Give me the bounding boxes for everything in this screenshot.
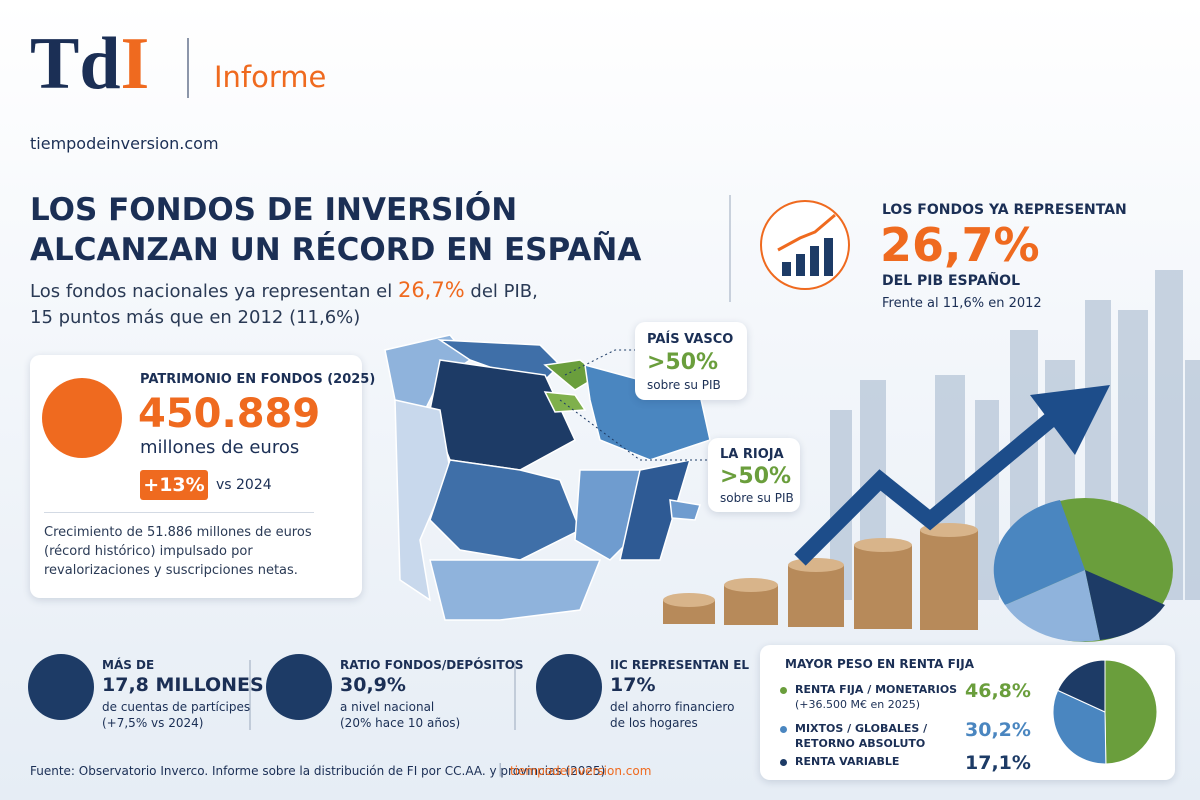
coin-stacks: [663, 523, 978, 630]
subtitle-text: del PIB,: [464, 281, 538, 302]
stat-value: 17%: [610, 674, 656, 696]
callout-value: >50%: [647, 350, 719, 375]
assets-badge-note: vs 2024: [216, 477, 272, 493]
stat-note: (+7,5% vs 2024): [102, 716, 204, 730]
highlight-note: Frente al 11,6% en 2012: [882, 296, 1042, 311]
item-name: MIXTOS / GLOBALES /: [795, 722, 928, 735]
callout-region: PAÍS VASCO: [647, 332, 734, 347]
growth-arrow: [777, 213, 836, 252]
subtitle-text: Los fondos nacionales ya representan el: [30, 281, 398, 302]
subtitle: Los fondos nacionales ya representan el …: [30, 277, 538, 331]
item-value: 30,2%: [965, 719, 1031, 741]
stat-note: (20% hace 10 años): [340, 716, 461, 730]
assets-card: PATRIMONIO EN FONDOS (2025) 450.889 mill…: [30, 355, 375, 598]
description-line: Crecimiento de 51.886 millones de euros: [44, 525, 312, 540]
coins-icon: [42, 378, 122, 458]
item-name: RENTA FIJA / MONETARIOS: [795, 683, 958, 696]
title-line: LOS FONDOS DE INVERSIÓN: [30, 192, 518, 228]
highlight-value: 26,7%: [880, 218, 1040, 272]
people-icon: [28, 654, 94, 720]
highlight-unit: DEL PIB ESPAÑOL: [882, 273, 1020, 289]
callout-value: >50%: [720, 464, 792, 489]
stat-note: de cuentas de partícipes: [102, 700, 251, 714]
stat-value: 17,8 MILLONES: [102, 674, 264, 696]
item-name: RENTA VARIABLE: [795, 755, 900, 768]
subtitle-text: 15 puntos más que en 2012 (11,6%): [30, 307, 361, 328]
assets-label: PATRIMONIO EN FONDOS (2025): [140, 372, 376, 387]
stat-note: de los hogares: [610, 716, 698, 730]
logo: TdI: [30, 22, 149, 107]
callout-lines: [559, 349, 708, 461]
breakdown-card: MAYOR PESO EN RENTA FIJA RENTA FIJA / MO…: [760, 645, 1175, 780]
callout: LA RIOJA >50% sobre su PIB: [708, 438, 800, 512]
callout-note: sobre su PIB: [647, 378, 721, 392]
assets-value: 450.889: [138, 391, 321, 437]
item-name: RETORNO ABSOLUTO: [795, 737, 926, 750]
document-icon: [536, 654, 602, 720]
pie-slice: [1057, 659, 1106, 713]
arrow-head: [1030, 385, 1110, 455]
item-note: (+36.500 M€ en 2025): [795, 698, 921, 711]
bank-icon: [266, 654, 332, 720]
legend-dot: [780, 687, 787, 694]
highlight-label: LOS FONDOS YA REPRESENTAN: [882, 202, 1127, 218]
assets-unit: millones de euros: [140, 437, 300, 458]
logo-accent: I: [120, 23, 150, 105]
legend-dot: [780, 759, 787, 766]
stat-note: a nivel nacional: [340, 700, 435, 714]
growth-bars: [782, 238, 833, 276]
decor-pie: [993, 498, 1173, 642]
description-line: revalorizaciones y suscripciones netas.: [44, 563, 298, 578]
pie-slice: [1104, 659, 1158, 765]
pie-slice: [1052, 689, 1107, 765]
tag: Informe: [214, 60, 327, 94]
assets-badge: +13%: [140, 470, 208, 500]
title-line: ALCANZAN UN RÉCORD EN ESPAÑA: [30, 232, 642, 268]
item-value: 46,8%: [965, 680, 1031, 702]
site: tiempodeinversion.com: [30, 134, 219, 153]
stat-label: IIC REPRESENTAN EL: [610, 658, 750, 672]
stat-note: del ahorro financiero: [610, 700, 735, 714]
logo-main: Td: [30, 23, 121, 105]
breakdown-pie: [1052, 659, 1158, 765]
title: LOS FONDOS DE INVERSIÓN ALCANZAN UN RÉCOR…: [30, 190, 641, 270]
subtitle-highlight: 26,7%: [397, 278, 465, 302]
description-line: (récord histórico) impulsado por: [44, 544, 253, 559]
footer-separator: |: [498, 762, 503, 777]
callout: PAÍS VASCO >50% sobre su PIB: [635, 322, 747, 400]
callout-region: LA RIOJA: [720, 447, 784, 462]
callout-note: sobre su PIB: [720, 491, 794, 505]
stat-value: 30,9%: [340, 674, 406, 696]
card-divider: [44, 512, 314, 513]
spain-map: [384, 334, 711, 621]
stat-label: MÁS DE: [102, 658, 155, 672]
footer-site: tiempodeinversion.com: [510, 764, 652, 778]
item-value: 17,1%: [965, 752, 1031, 774]
legend-dot: [780, 726, 787, 733]
breakdown-title: MAYOR PESO EN RENTA FIJA: [785, 657, 975, 671]
footer-source: Fuente: Observatorio Inverco. Informe so…: [30, 764, 606, 778]
stat-label: RATIO FONDOS/DEPÓSITOS: [340, 658, 524, 672]
trend-arrow: [794, 413, 1056, 566]
assets-description: Crecimiento de 51.886 millones de euros (…: [44, 523, 312, 580]
